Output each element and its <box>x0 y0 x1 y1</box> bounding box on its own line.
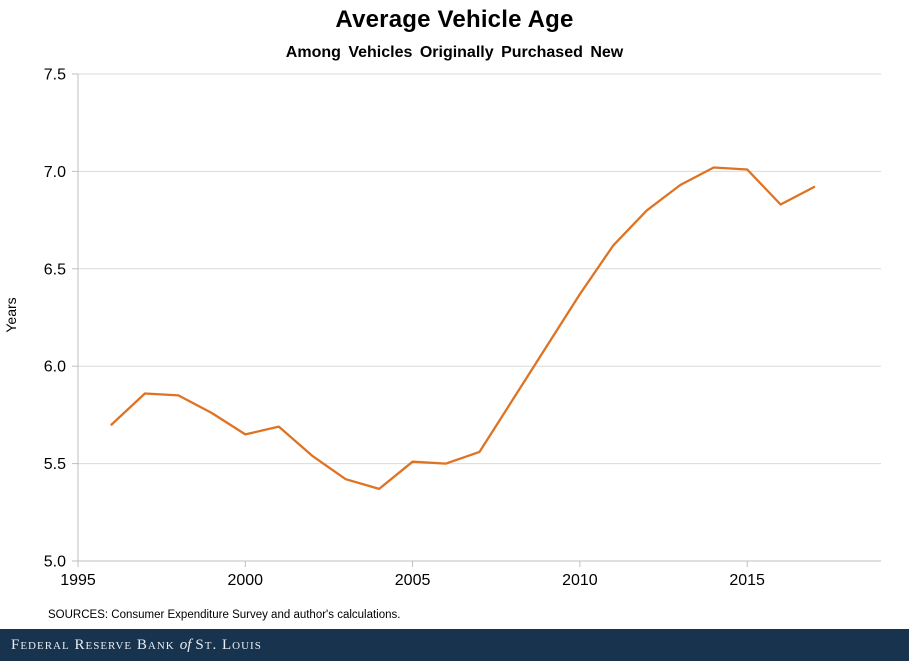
y-tick-label: 6.0 <box>44 359 66 376</box>
source-note: SOURCES: Consumer Expenditure Survey and… <box>48 609 401 621</box>
footer-of-word: of <box>179 636 192 653</box>
footer-bank-name: Federal Reserve Bank <box>11 636 175 653</box>
footer-bar: Federal Reserve Bank of St. Louis <box>0 629 909 661</box>
y-tick-label: 5.0 <box>44 554 66 571</box>
y-tick-label: 7.5 <box>44 67 66 84</box>
footer-bank-city: St. Louis <box>195 636 262 653</box>
y-tick-label: 7.0 <box>44 164 66 181</box>
x-tick-label: 1995 <box>60 572 96 589</box>
x-tick-label: 2000 <box>227 572 263 589</box>
y-tick-label: 5.5 <box>44 456 66 473</box>
data-line-average-vehicle-age <box>110 166 816 491</box>
chart-title: Average Vehicle Age <box>335 6 574 33</box>
x-tick-label: 2015 <box>729 572 765 589</box>
chart-subtitle: Among Vehicles Originally Purchased New <box>285 44 624 61</box>
x-tick-label: 2005 <box>395 572 431 589</box>
y-tick-label: 6.5 <box>44 261 66 278</box>
x-tick-label: 2010 <box>562 572 598 589</box>
